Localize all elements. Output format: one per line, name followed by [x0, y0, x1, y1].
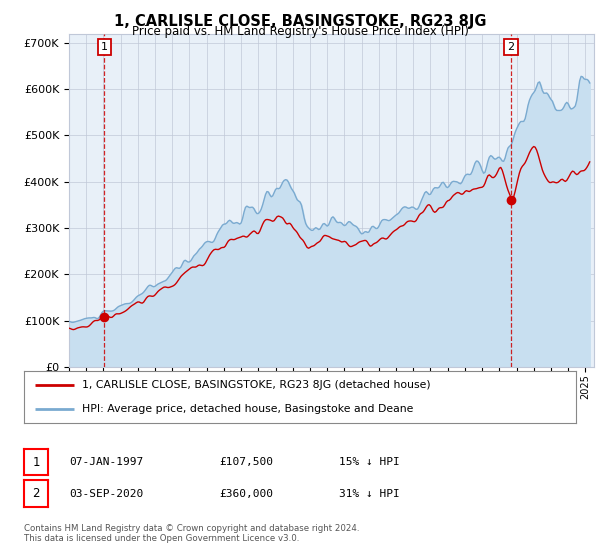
- Text: 1: 1: [32, 455, 40, 469]
- Text: HPI: Average price, detached house, Basingstoke and Deane: HPI: Average price, detached house, Basi…: [82, 404, 413, 414]
- Text: Price paid vs. HM Land Registry's House Price Index (HPI): Price paid vs. HM Land Registry's House …: [131, 25, 469, 38]
- Text: 2: 2: [32, 487, 40, 501]
- Text: 1, CARLISLE CLOSE, BASINGSTOKE, RG23 8JG (detached house): 1, CARLISLE CLOSE, BASINGSTOKE, RG23 8JG…: [82, 380, 431, 390]
- Text: 15% ↓ HPI: 15% ↓ HPI: [339, 457, 400, 467]
- Text: 2: 2: [507, 42, 514, 52]
- Text: 1, CARLISLE CLOSE, BASINGSTOKE, RG23 8JG: 1, CARLISLE CLOSE, BASINGSTOKE, RG23 8JG: [114, 14, 486, 29]
- Text: 31% ↓ HPI: 31% ↓ HPI: [339, 489, 400, 499]
- Text: This data is licensed under the Open Government Licence v3.0.: This data is licensed under the Open Gov…: [24, 534, 299, 543]
- Text: 1: 1: [101, 42, 107, 52]
- Text: 07-JAN-1997: 07-JAN-1997: [69, 457, 143, 467]
- Text: £107,500: £107,500: [219, 457, 273, 467]
- Text: 03-SEP-2020: 03-SEP-2020: [69, 489, 143, 499]
- Text: £360,000: £360,000: [219, 489, 273, 499]
- Text: Contains HM Land Registry data © Crown copyright and database right 2024.: Contains HM Land Registry data © Crown c…: [24, 524, 359, 533]
